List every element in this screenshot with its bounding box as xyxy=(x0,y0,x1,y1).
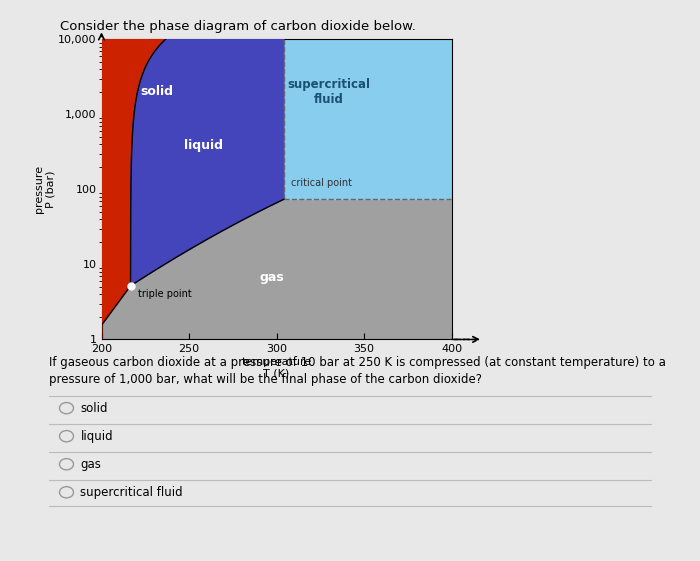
Text: If gaseous carbon dioxide at a pressure of 10 bar at 250 K is compressed (at con: If gaseous carbon dioxide at a pressure … xyxy=(49,356,666,369)
Polygon shape xyxy=(131,39,284,286)
Text: solid: solid xyxy=(80,402,108,415)
Text: supercritical fluid: supercritical fluid xyxy=(80,486,183,499)
Text: supercritical
fluid: supercritical fluid xyxy=(288,78,370,105)
Text: solid: solid xyxy=(140,85,173,98)
Polygon shape xyxy=(102,39,165,339)
Text: gas: gas xyxy=(80,458,101,471)
Polygon shape xyxy=(102,199,452,339)
Y-axis label: pressure
P (bar): pressure P (bar) xyxy=(34,165,55,213)
Text: triple point: triple point xyxy=(137,288,191,298)
Polygon shape xyxy=(284,39,452,199)
Text: critical point: critical point xyxy=(291,178,352,188)
Text: liquid: liquid xyxy=(80,430,113,443)
Text: gas: gas xyxy=(259,271,284,284)
X-axis label: temperature
T (K): temperature T (K) xyxy=(241,357,312,379)
Text: pressure of 1,000 bar, what will be the final phase of the carbon dioxide?: pressure of 1,000 bar, what will be the … xyxy=(49,373,482,386)
Text: liquid: liquid xyxy=(183,139,223,151)
Text: Consider the phase diagram of carbon dioxide below.: Consider the phase diagram of carbon dio… xyxy=(60,20,415,33)
